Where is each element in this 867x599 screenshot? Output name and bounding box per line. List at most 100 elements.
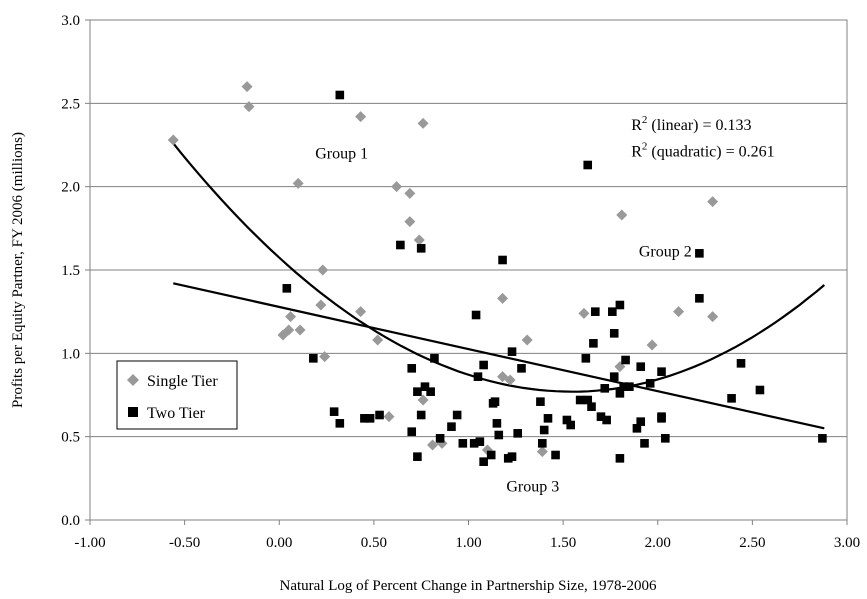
point-two-tier [625, 382, 634, 391]
point-two-tier [475, 437, 485, 446]
point-two-tier [490, 397, 500, 406]
legend-label-two-tier: Two Tier [147, 405, 206, 422]
point-two-tier [661, 434, 670, 443]
point-two-tier [430, 354, 439, 363]
point-single-tier [292, 177, 304, 189]
point-two-tier [621, 355, 630, 365]
legend-marker-single-tier [127, 374, 139, 386]
point-two-tier [538, 439, 547, 448]
x-tick-label: 1.50 [550, 535, 576, 551]
point-two-tier [551, 450, 560, 460]
linear-fit-line [173, 282, 825, 430]
x-tick-label: 0.50 [361, 535, 387, 551]
point-single-tier [355, 306, 367, 318]
legend: Single Tier Two Tier [116, 360, 238, 430]
point-two-tier [507, 452, 517, 461]
y-tick-label: 3.0 [61, 13, 80, 29]
point-two-tier [407, 364, 417, 373]
point-two-tier [615, 300, 625, 310]
annotation-text: Group 2 [639, 244, 692, 261]
y-tick-label: 2.0 [61, 180, 80, 196]
point-single-tier [536, 446, 548, 458]
point-two-tier [632, 424, 642, 433]
point-single-tier [383, 411, 395, 423]
point-single-tier [317, 264, 329, 276]
point-two-tier [727, 394, 736, 403]
x-axis-label: Natural Log of Percent Change in Partner… [280, 578, 657, 594]
x-tick-label: 2.50 [739, 535, 765, 551]
point-single-tier [243, 101, 255, 113]
point-two-tier [447, 422, 456, 431]
x-tick-labels: -1.00 -0.50 0.00 0.50 1.00 1.50 2.00 2.50 3.00 [74, 535, 860, 551]
point-two-tier [309, 354, 318, 363]
annotation-text: R2 (linear) = 0.133 [631, 114, 751, 134]
point-two-tier [583, 160, 593, 170]
point-two-tier [329, 407, 339, 416]
y-tick-label: 2.5 [61, 96, 80, 112]
point-two-tier [416, 244, 426, 253]
point-two-tier [413, 452, 422, 461]
point-single-tier [413, 234, 425, 246]
point-single-tier [673, 306, 685, 318]
point-two-tier [458, 439, 468, 448]
y-tick-labels: 0.0 0.5 1.0 1.5 2.0 2.5 3.0 [61, 13, 80, 529]
point-two-tier [581, 354, 591, 363]
annotations: Group 1 Group 2 Group 3 R2 (linear) = 0.133… [315, 114, 774, 496]
point-single-tier [294, 324, 306, 336]
point-two-tier [416, 410, 426, 420]
point-single-tier [404, 216, 416, 228]
point-two-tier [539, 425, 549, 435]
point-two-tier [543, 414, 553, 423]
y-tick-label: 1.0 [61, 346, 80, 362]
point-two-tier [575, 395, 585, 405]
point-two-tier [589, 339, 598, 348]
point-two-tier [513, 429, 523, 438]
point-single-tier [646, 339, 658, 351]
legend-label-single-tier: Single Tier [147, 373, 218, 390]
point-two-tier [615, 454, 625, 463]
point-two-tier [615, 389, 625, 398]
point-two-tier [657, 367, 666, 376]
point-two-tier [608, 307, 617, 316]
point-two-tier [636, 362, 646, 371]
point-two-tier [452, 410, 462, 420]
point-two-tier [562, 415, 572, 425]
y-axis-label: Profits per Equity Partner, FY 2006 (mil… [10, 132, 26, 408]
point-single-tier [167, 134, 179, 146]
x-tick-label: 1.00 [455, 535, 481, 551]
point-two-tier [590, 307, 600, 316]
annotation-text: R2 (quadratic) = 0.261 [631, 141, 774, 161]
point-two-tier [566, 420, 575, 430]
point-single-tier [497, 292, 509, 304]
point-two-tier [360, 414, 369, 423]
point-two-tier [657, 412, 666, 421]
point-single-tier [417, 117, 429, 129]
point-two-tier [619, 382, 628, 391]
point-two-tier [609, 329, 619, 338]
point-single-tier [427, 439, 439, 451]
point-two-tier [583, 395, 593, 405]
point-two-tier [640, 439, 649, 448]
point-two-tier [282, 284, 292, 293]
point-two-tier [609, 372, 619, 381]
point-two-tier [587, 402, 596, 411]
point-two-tier [818, 434, 827, 443]
point-two-tier [396, 240, 405, 250]
point-single-tier [319, 351, 331, 363]
point-two-tier [469, 439, 479, 448]
y-tick-label: 0.0 [61, 513, 80, 529]
point-two-tier [471, 310, 481, 320]
point-two-tier [479, 457, 488, 466]
point-two-tier [486, 450, 496, 460]
point-two-tier [435, 434, 445, 443]
y-tick-label: 1.5 [61, 263, 80, 279]
fit-lines [172, 142, 826, 430]
point-single-tier [504, 374, 516, 386]
point-two-tier [636, 417, 646, 426]
x-tick-label: 0.00 [266, 535, 292, 551]
point-two-tier [426, 387, 435, 396]
legend-marker-two-tier [128, 407, 138, 417]
point-two-tier [596, 412, 606, 421]
point-two-tier [507, 347, 517, 356]
